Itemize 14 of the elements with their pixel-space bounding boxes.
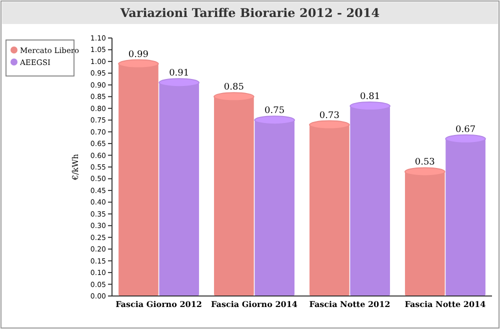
chart-title: Variazioni Tariffe Biorarie 2012 - 2014 <box>119 6 380 20</box>
x-tick-label: Fascia Giorno 2014 <box>211 299 298 309</box>
y-axis-title: €/kWh <box>71 154 80 182</box>
data-label: 0.67 <box>456 124 476 135</box>
data-label: 0.91 <box>169 68 190 79</box>
data-label: 0.85 <box>224 82 244 93</box>
x-tick-label: Fascia Giorno 2012 <box>116 299 202 309</box>
data-label: 0.75 <box>264 106 285 116</box>
data-label: 0.81 <box>360 92 380 102</box>
data-label: 0.99 <box>128 50 149 60</box>
x-tick-label: Fascia Notte 2012 <box>309 299 390 309</box>
x-tick-label: Fascia Notte 2014 <box>404 299 486 309</box>
data-label: 0.73 <box>319 110 340 121</box>
data-label: 0.53 <box>414 158 436 168</box>
